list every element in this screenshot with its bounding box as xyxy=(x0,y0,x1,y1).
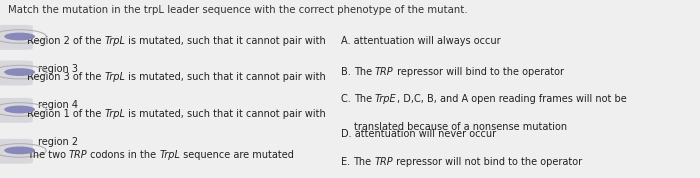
Text: Region 3 of the: Region 3 of the xyxy=(27,72,104,82)
Text: The: The xyxy=(353,157,375,167)
Text: B.: B. xyxy=(341,67,354,77)
Text: , D,C, B, and A open reading frames will not be: , D,C, B, and A open reading frames will… xyxy=(397,94,626,104)
Text: Match the mutation in the trpL leader sequence with the correct phenotype of the: Match the mutation in the trpL leader se… xyxy=(8,5,468,15)
Circle shape xyxy=(4,33,35,40)
Text: TrpL: TrpL xyxy=(104,109,125,119)
Text: Region 1 of the: Region 1 of the xyxy=(27,109,104,119)
Text: The two: The two xyxy=(27,150,69,160)
Circle shape xyxy=(4,68,35,76)
Text: The: The xyxy=(354,67,375,77)
Circle shape xyxy=(4,106,35,113)
FancyBboxPatch shape xyxy=(0,139,33,164)
Circle shape xyxy=(4,146,35,154)
Text: region 4: region 4 xyxy=(38,100,78,110)
Text: TRP: TRP xyxy=(375,67,393,77)
Text: E.: E. xyxy=(341,157,353,167)
Text: TrpL: TrpL xyxy=(104,72,125,82)
Text: is mutated, such that it cannot pair with: is mutated, such that it cannot pair wit… xyxy=(125,109,326,119)
Text: region 2: region 2 xyxy=(38,137,78,147)
Text: The: The xyxy=(354,94,375,104)
Text: TRP: TRP xyxy=(69,150,88,160)
FancyBboxPatch shape xyxy=(0,25,33,50)
Text: codons in the: codons in the xyxy=(88,150,160,160)
FancyBboxPatch shape xyxy=(0,98,33,123)
Text: repressor will not bind to the operator: repressor will not bind to the operator xyxy=(393,157,582,167)
Text: D. attentuation will never occur: D. attentuation will never occur xyxy=(341,129,496,139)
Text: TrpL: TrpL xyxy=(104,36,125,46)
Text: sequence are mutated: sequence are mutated xyxy=(181,150,295,160)
Text: TrpL: TrpL xyxy=(160,150,181,160)
Text: translated because of a nonsense mutation: translated because of a nonsense mutatio… xyxy=(354,122,566,132)
Text: C.: C. xyxy=(341,94,354,104)
Text: TrpE: TrpE xyxy=(375,94,397,104)
Text: region 3: region 3 xyxy=(38,64,78,74)
Text: is mutated, such that it cannot pair with: is mutated, such that it cannot pair wit… xyxy=(125,36,326,46)
Text: repressor will bind to the operator: repressor will bind to the operator xyxy=(393,67,564,77)
FancyBboxPatch shape xyxy=(0,61,33,85)
Text: is mutated, such that it cannot pair with: is mutated, such that it cannot pair wit… xyxy=(125,72,326,82)
Text: A. attentuation will always occur: A. attentuation will always occur xyxy=(341,36,500,46)
Text: TRP: TRP xyxy=(374,157,393,167)
Text: Region 2 of the: Region 2 of the xyxy=(27,36,104,46)
